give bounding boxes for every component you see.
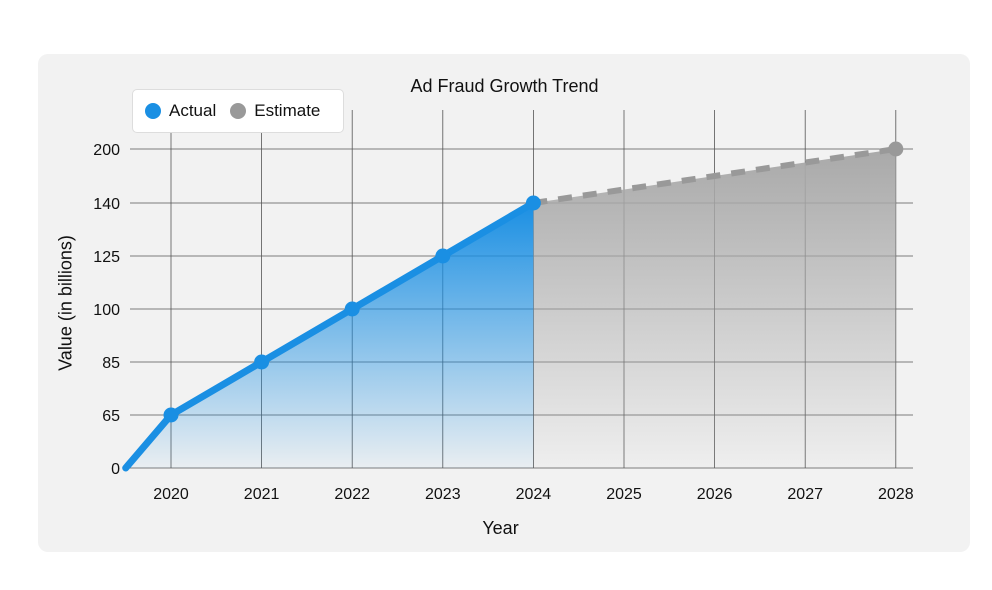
y-tick-label-200: 200	[93, 142, 120, 159]
point-actual-2020	[163, 407, 179, 423]
x-tick-label-2028: 2028	[878, 486, 914, 503]
legend-item-actual: Actual	[145, 101, 216, 121]
point-actual-2024	[525, 195, 541, 211]
legend-label-actual: Actual	[169, 101, 217, 120]
area-estimate	[533, 149, 896, 468]
x-tick-label-2021: 2021	[244, 486, 280, 503]
legend-swatch-actual	[145, 103, 161, 119]
y-tick-label-65: 65	[102, 408, 120, 425]
x-tick-label-2026: 2026	[697, 486, 733, 503]
point-estimate-2028	[888, 141, 904, 157]
legend-label-estimate: Estimate	[254, 101, 321, 120]
x-axis-label: Year	[482, 518, 519, 538]
line-estimate	[532, 146, 897, 206]
x-tick-label-2025: 2025	[606, 486, 642, 503]
chart-title: Ad Fraud Growth Trend	[410, 76, 599, 96]
point-actual-2021	[254, 354, 270, 370]
x-tick-label-2023: 2023	[425, 486, 461, 503]
legend-item-estimate: Estimate	[230, 101, 320, 121]
y-tick-label-125: 125	[93, 249, 120, 266]
x-tick-label-2024: 2024	[516, 486, 552, 503]
x-tick-label-2020: 2020	[153, 486, 189, 503]
x-tick-label-2027: 2027	[787, 486, 823, 503]
y-tick-label-0: 0	[111, 461, 120, 478]
point-actual-2023	[435, 248, 451, 264]
line-actual	[122, 199, 537, 472]
area-actual	[125, 203, 534, 468]
y-tick-label-140: 140	[93, 196, 120, 213]
y-tick-label-100: 100	[93, 302, 120, 319]
chart-legend: Actual Estimate	[132, 89, 344, 133]
legend-swatch-estimate	[230, 103, 247, 119]
y-axis-label: Value (in billions)	[55, 235, 76, 371]
point-actual-2022	[344, 301, 360, 317]
y-tick-label-85: 85	[102, 355, 120, 372]
x-tick-label-2022: 2022	[334, 486, 370, 503]
